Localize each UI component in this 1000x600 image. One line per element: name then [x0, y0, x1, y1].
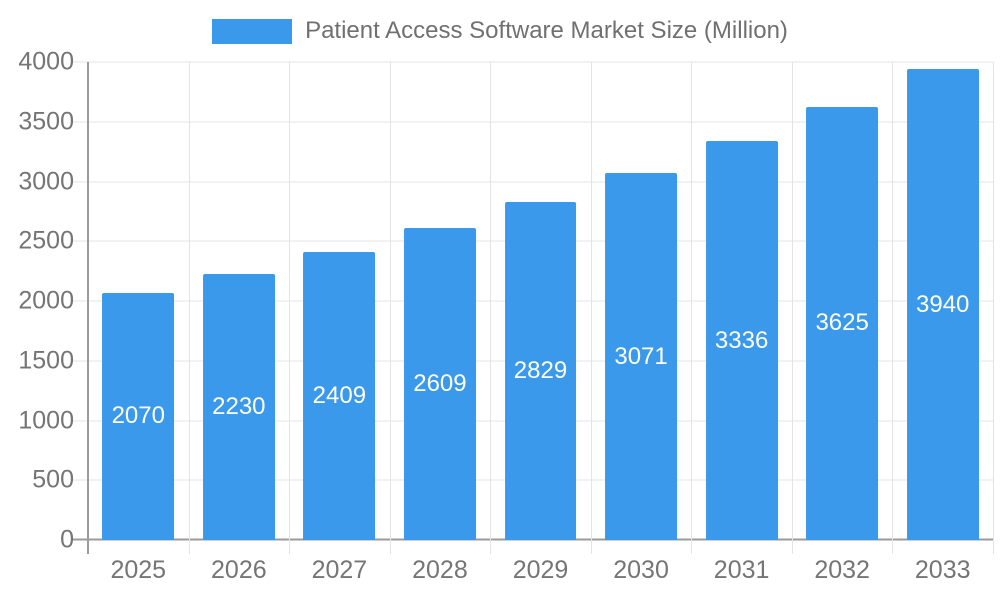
x-tick-label: 2033	[914, 556, 971, 584]
bar-2026[interactable]: 2230	[202, 273, 275, 540]
bar-value-label: 2609	[413, 370, 467, 398]
x-tick-label: 2028	[412, 556, 468, 584]
bar-2027[interactable]: 2409	[303, 252, 376, 540]
y-tick-label: 2000	[18, 286, 74, 315]
y-tick-label: 2500	[18, 226, 74, 255]
bar-value-label: 3625	[815, 309, 869, 337]
bar-2030[interactable]: 3071	[605, 173, 678, 540]
x-tick-label: 2032	[814, 556, 870, 584]
bar-2031[interactable]: 3336	[705, 141, 778, 540]
vertical-gridlines-layer	[87, 62, 994, 554]
x-tick-label: 2026	[211, 556, 267, 584]
gridline-x-9	[993, 62, 994, 554]
legend-label: Patient Access Software Market Size (Mil…	[305, 17, 788, 44]
bar-2033[interactable]: 3940	[906, 69, 979, 540]
bars-layer: 2070 2230 2409 2609 2829 3071 3336 3625 3940	[88, 62, 993, 540]
bar-value-label: 3336	[714, 326, 769, 354]
bar-value-label: 2230	[212, 392, 266, 420]
bar-2032[interactable]: 3625	[806, 106, 879, 540]
y-tick-label: 3000	[18, 167, 74, 195]
x-tick-label: 2027	[311, 556, 368, 584]
gridline-x-7	[791, 62, 793, 554]
legend-swatch-icon	[212, 18, 293, 44]
bar-value-label: 2829	[513, 356, 568, 384]
y-tick-label: 4000	[18, 47, 74, 76]
y-tick-label: 1000	[18, 406, 74, 434]
y-tick-label: 3500	[18, 107, 74, 136]
x-tick-label: 2029	[512, 556, 569, 584]
gridline-x-2	[289, 62, 291, 554]
gridline-x-6	[691, 62, 693, 554]
gridline-x-3	[389, 62, 391, 554]
gridline-x-4	[490, 62, 492, 554]
gridline-y-3500	[73, 121, 993, 123]
bar-value-label: 3071	[614, 342, 668, 370]
legend[interactable]: Patient Access Software Market Size (Mil…	[0, 17, 1000, 45]
bar-2025[interactable]: 2070	[102, 292, 175, 540]
y-axis-labels: 0 500 1000 1500 2000 2500 3000 3500 4000	[18, 49, 993, 552]
plot-area: 2070 2230 2409 2609 2829 3071 3336 3625 3940 0 50…	[18, 49, 994, 583]
bar-2028[interactable]: 2609	[403, 228, 476, 540]
gridline-y-4000	[73, 61, 993, 63]
y-tick-label: 500	[32, 465, 74, 494]
x-tick-label: 2025	[110, 556, 167, 584]
gridline-y-3000	[73, 181, 993, 182]
y-tick-label: 1500	[18, 346, 74, 375]
x-tick-label: 2031	[713, 556, 770, 584]
gridline-x-8	[892, 62, 894, 554]
y-axis-line	[87, 62, 89, 554]
bar-value-label: 2409	[312, 382, 367, 410]
gridline-x-5	[590, 62, 592, 554]
bar-2029[interactable]: 2829	[504, 201, 577, 540]
gridline-x-1	[188, 62, 190, 554]
bar-value-label: 3940	[916, 290, 970, 318]
x-tick-label: 2030	[613, 556, 669, 584]
x-axis-labels: 2025 2026 2027 2028 2029 2030 2031 2032 2033	[88, 62, 993, 583]
bar-value-label: 2070	[111, 402, 165, 430]
y-tick-label: 0	[60, 525, 74, 554]
